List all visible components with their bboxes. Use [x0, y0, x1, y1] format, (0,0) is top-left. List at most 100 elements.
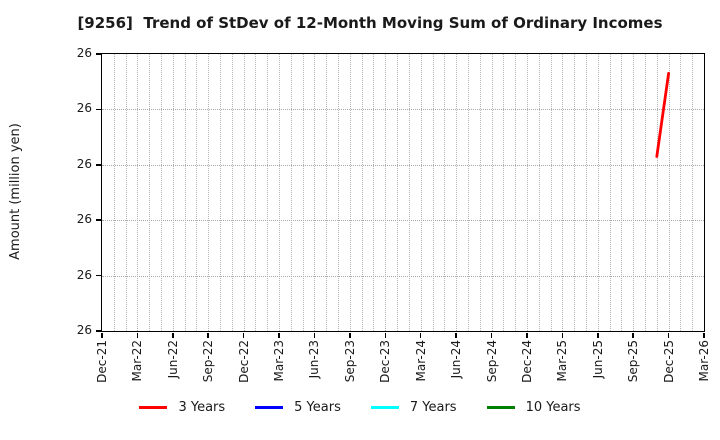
vertical-gridline — [680, 54, 682, 331]
legend-line-swatch — [486, 406, 515, 409]
vertical-gridline — [621, 54, 623, 331]
x-tick-mark — [136, 332, 139, 338]
vertical-gridline — [456, 54, 458, 331]
legend-label: 3 Years — [178, 400, 226, 415]
legend-line-swatch — [370, 406, 399, 409]
vertical-gridline — [479, 54, 481, 331]
x-tick-label: Dec-21 — [95, 340, 109, 383]
y-tick-label: 26 — [76, 323, 92, 337]
y-axis-label-container: Amount (million yen) — [2, 53, 28, 330]
legend: 3 Years 5 Years 7 Years 10 Years — [0, 400, 720, 415]
legend-item-5-years: 5 Years — [255, 400, 341, 415]
x-tick-mark — [313, 332, 316, 338]
horizontal-gridline — [102, 220, 704, 222]
legend-label: 7 Years — [409, 400, 457, 415]
vertical-gridline — [609, 54, 611, 331]
x-tick-mark — [561, 332, 564, 338]
x-tick-mark — [278, 332, 280, 338]
vertical-gridline — [196, 54, 198, 331]
vertical-gridline — [420, 54, 422, 331]
vertical-gridline — [184, 54, 186, 331]
legend-line-swatch — [139, 406, 168, 409]
x-tick-label: Jun-23 — [307, 340, 322, 379]
series-line-3-years — [655, 71, 670, 158]
x-tick-label: Mar-24 — [413, 340, 428, 382]
vertical-gridline — [302, 54, 304, 331]
x-tick-label: Sep-22 — [201, 340, 216, 383]
vertical-gridline — [515, 54, 517, 331]
x-tick-label: Mar-26 — [697, 340, 711, 382]
vertical-gridline — [574, 54, 576, 331]
x-tick-mark — [101, 332, 103, 338]
vertical-gridline — [373, 54, 375, 331]
x-tick-mark — [419, 332, 422, 338]
vertical-gridline — [231, 54, 233, 331]
x-tick-mark — [597, 332, 599, 338]
vertical-gridline — [267, 54, 269, 331]
series-layer — [655, 71, 670, 158]
vertical-gridline — [668, 54, 670, 331]
x-tick-mark — [632, 332, 634, 338]
vertical-gridline — [562, 54, 564, 331]
vertical-gridline — [656, 54, 658, 331]
vertical-gridline — [550, 54, 552, 331]
legend-item-7-years: 7 Years — [370, 400, 457, 415]
horizontal-gridline — [102, 164, 704, 166]
vertical-gridline — [538, 54, 540, 331]
vertical-gridline — [279, 54, 281, 331]
vertical-gridline — [408, 54, 410, 331]
vertical-gridline — [326, 54, 328, 331]
y-tick-mark — [95, 53, 101, 55]
y-axis-label: Amount (million yen) — [7, 123, 23, 260]
y-tick-label: 26 — [76, 156, 92, 171]
vertical-gridline — [526, 54, 528, 331]
vertical-gridline — [255, 54, 257, 331]
x-tick-mark — [526, 332, 528, 338]
y-tick-label: 26 — [76, 267, 92, 282]
vertical-gridline — [644, 54, 646, 331]
x-tick-mark — [172, 332, 174, 338]
x-tick-label: Dec-22 — [236, 340, 251, 383]
vertical-gridline — [361, 54, 363, 331]
plot-area: Dec-21 Mar-22 Jun-22 Sep-22 Dec-22 Mar-23 Jun-… — [77, 46, 711, 383]
x-tick-label: Sep-24 — [484, 340, 499, 383]
x-tick-mark — [455, 332, 457, 338]
x-tick-mark — [384, 332, 387, 338]
x-tick-label: Jun-24 — [449, 340, 464, 379]
legend-label: 5 Years — [294, 400, 341, 415]
x-tick-label: Dec-25 — [661, 340, 676, 383]
x-tick-mark — [703, 332, 705, 338]
y-tick-mark — [95, 108, 101, 111]
vertical-gridline — [208, 54, 210, 331]
y-tick-mark — [95, 164, 101, 166]
vertical-gridline — [444, 54, 446, 331]
x-tick-label: Dec-24 — [519, 340, 534, 383]
vertical-gridline — [220, 54, 222, 331]
x-tick-mark — [667, 332, 670, 338]
vertical-gridline — [172, 54, 174, 331]
x-tick-label: Jun-25 — [590, 340, 605, 379]
x-tick-label: Dec-23 — [378, 340, 393, 383]
vertical-gridline — [243, 54, 245, 331]
vertical-gridline — [633, 54, 635, 331]
y-tick-mark — [95, 330, 101, 332]
vertical-gridline — [161, 54, 163, 331]
vertical-gridline — [491, 54, 493, 331]
x-tick-label: Jun-22 — [165, 340, 180, 379]
vertical-gridline — [149, 54, 151, 331]
vertical-gridline — [503, 54, 505, 331]
vertical-gridline — [692, 54, 694, 331]
horizontal-gridline — [102, 109, 704, 111]
vertical-gridline — [338, 54, 340, 331]
x-tick-mark — [207, 332, 209, 338]
x-tick-mark — [349, 332, 351, 338]
vertical-gridline — [137, 54, 139, 331]
vertical-gridline — [385, 54, 387, 331]
vertical-gridline — [314, 54, 316, 331]
vertical-gridline — [597, 54, 599, 331]
vertical-gridline — [113, 54, 115, 331]
vertical-gridline — [349, 54, 351, 331]
x-tick-mark — [242, 332, 245, 338]
legend-item-3-years: 3 Years — [139, 400, 225, 415]
